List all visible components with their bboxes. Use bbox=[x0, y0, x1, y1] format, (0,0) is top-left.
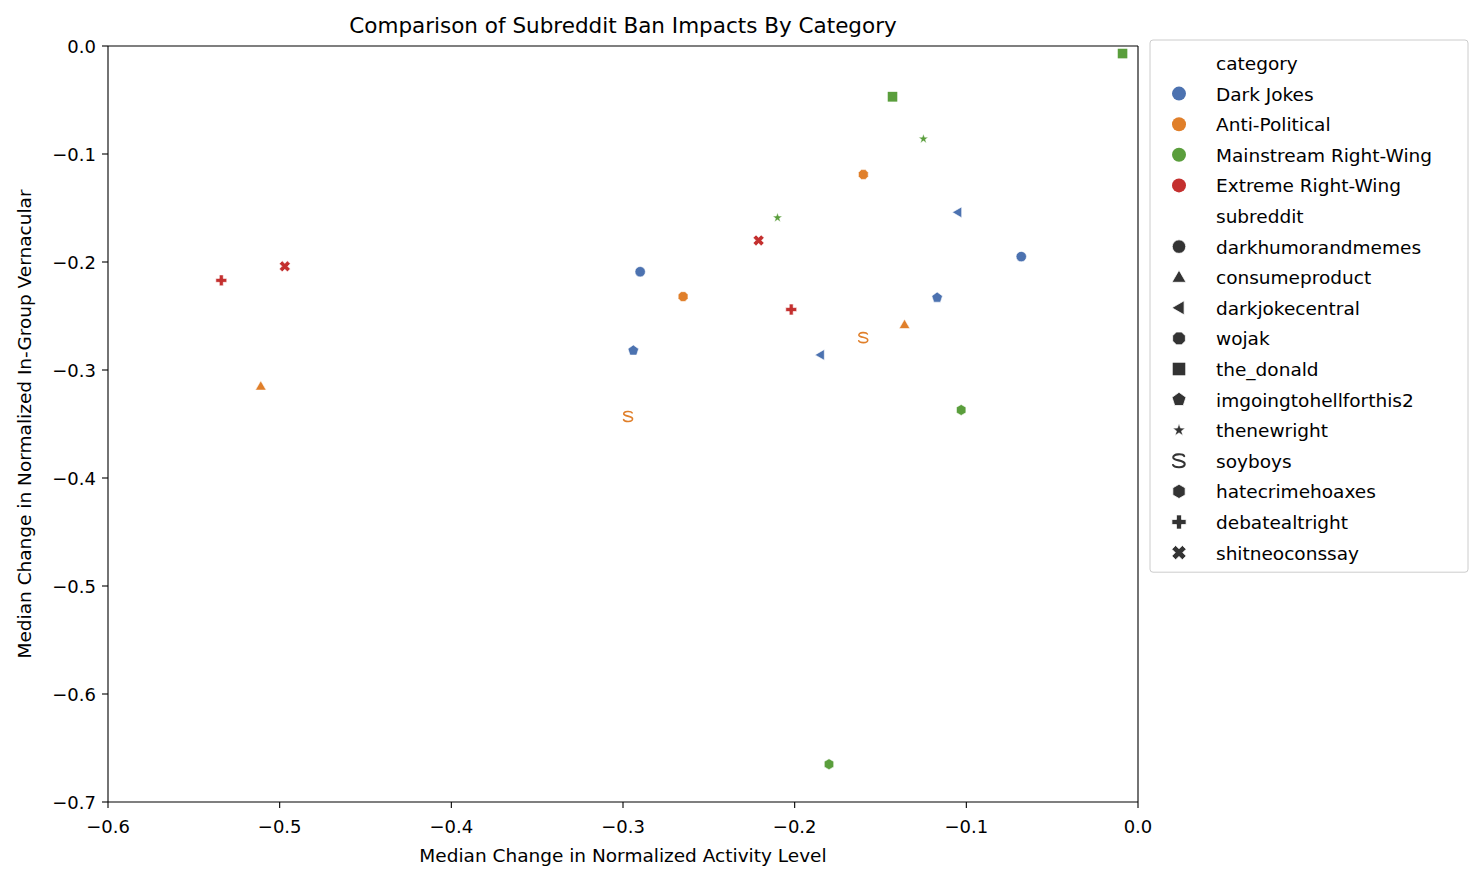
point bbox=[786, 304, 797, 315]
point bbox=[899, 319, 910, 328]
y-tick-label: −0.4 bbox=[52, 468, 96, 489]
legend-label: consumeproduct bbox=[1216, 267, 1371, 288]
legend-label: debatealtright bbox=[1216, 512, 1348, 533]
y-tick bbox=[102, 693, 108, 694]
y-tick-label: −0.2 bbox=[52, 252, 96, 273]
point bbox=[824, 759, 833, 770]
x-axis-label: Median Change in Normalized Activity Lev… bbox=[419, 845, 826, 866]
legend-swatch bbox=[1172, 148, 1186, 162]
y-tick bbox=[102, 585, 108, 586]
legend-label: shitneoconssay bbox=[1216, 543, 1359, 564]
y-tick-label: −0.3 bbox=[52, 360, 96, 381]
x-tick bbox=[966, 802, 967, 808]
y-tick-label: −0.1 bbox=[52, 144, 96, 165]
point bbox=[919, 134, 928, 143]
point bbox=[678, 292, 688, 302]
x-tick-label: −0.4 bbox=[429, 816, 473, 837]
legend-label: darkjokecentral bbox=[1216, 298, 1360, 319]
x-tick-label: −0.6 bbox=[86, 816, 130, 837]
legend-title: subreddit bbox=[1216, 206, 1304, 227]
point bbox=[952, 207, 961, 218]
point bbox=[753, 235, 764, 246]
legend-swatch bbox=[1172, 117, 1186, 131]
spine bbox=[108, 45, 1138, 46]
point bbox=[635, 267, 645, 277]
x-tick bbox=[794, 802, 795, 808]
chart: −0.6 −0.5 −0.4 −0.3 −0.2 −0.1 0.0 −0.7 −0.6 −0.5 −… bbox=[0, 0, 1482, 881]
background bbox=[0, 0, 1482, 881]
legend-box bbox=[1150, 40, 1468, 572]
y-tick bbox=[102, 261, 108, 262]
axes-frame bbox=[108, 46, 1138, 802]
x-tick-label: −0.5 bbox=[258, 816, 302, 837]
legend-label: Mainstream Right-Wing bbox=[1216, 145, 1432, 166]
x-tick bbox=[622, 802, 623, 808]
legend-marker bbox=[1172, 301, 1184, 315]
y-tick-label: −0.5 bbox=[52, 576, 96, 597]
x-tick-label: −0.1 bbox=[944, 816, 988, 837]
legend-label: the_donald bbox=[1216, 359, 1319, 381]
title: Comparison of Subreddit Ban Impacts By C… bbox=[349, 13, 897, 38]
legend-marker bbox=[1172, 545, 1186, 559]
y-tick bbox=[102, 801, 108, 802]
points bbox=[216, 48, 1128, 769]
y-tick bbox=[102, 45, 108, 46]
legend-marker bbox=[1173, 484, 1185, 498]
legend-marker bbox=[1173, 454, 1185, 467]
y-tick bbox=[102, 369, 108, 370]
point bbox=[279, 261, 290, 272]
legend-marker bbox=[1173, 424, 1185, 436]
point bbox=[932, 292, 943, 302]
legend-label: Dark Jokes bbox=[1216, 84, 1314, 105]
y-tick-label: −0.6 bbox=[52, 684, 96, 705]
point bbox=[887, 92, 897, 102]
legend-label: hatecrimehoaxes bbox=[1216, 481, 1376, 502]
point bbox=[858, 170, 868, 180]
legend-marker bbox=[1173, 332, 1186, 345]
x-tick-label: −0.3 bbox=[601, 816, 645, 837]
point bbox=[1117, 48, 1127, 58]
point bbox=[628, 345, 639, 355]
point bbox=[216, 275, 227, 286]
legend-marker bbox=[1172, 270, 1186, 282]
x-tick bbox=[451, 802, 452, 808]
legend-marker bbox=[1172, 362, 1186, 376]
y-axis-line bbox=[107, 46, 108, 802]
point bbox=[255, 381, 266, 390]
y-tick-label: 0.0 bbox=[67, 36, 96, 57]
legend-label: soyboys bbox=[1216, 451, 1292, 472]
x-tick-label: −0.2 bbox=[773, 816, 817, 837]
legend: category Dark Jokes Anti-Political Mainstre… bbox=[1150, 40, 1468, 572]
point bbox=[1016, 251, 1026, 261]
y-tick bbox=[102, 153, 108, 154]
legend-marker bbox=[1172, 392, 1186, 405]
x-tick bbox=[279, 802, 280, 808]
legend-marker bbox=[1172, 515, 1186, 529]
x-tick-label: 0.0 bbox=[1124, 816, 1153, 837]
point bbox=[859, 333, 868, 343]
y-tick-label: −0.7 bbox=[52, 792, 96, 813]
x-tick bbox=[107, 802, 108, 808]
point bbox=[624, 411, 633, 421]
spine bbox=[1137, 46, 1138, 802]
legend-title: category bbox=[1216, 53, 1298, 74]
point bbox=[815, 349, 824, 360]
legend-label: imgoingtohellforthis2 bbox=[1216, 390, 1414, 411]
legend-swatch bbox=[1172, 87, 1186, 101]
legend-swatch bbox=[1172, 178, 1186, 192]
y-axis-label: Median Change in Normalized In-Group Ver… bbox=[14, 189, 35, 658]
ticks: −0.6 −0.5 −0.4 −0.3 −0.2 −0.1 0.0 −0.7 −0.6 −0.5 −… bbox=[52, 36, 1152, 838]
point bbox=[956, 405, 965, 416]
legend-label: Anti-Political bbox=[1216, 114, 1331, 135]
legend-label: wojak bbox=[1216, 328, 1270, 349]
legend-label: thenewright bbox=[1216, 420, 1328, 441]
x-tick bbox=[1137, 802, 1138, 808]
point bbox=[773, 213, 782, 222]
y-tick bbox=[102, 477, 108, 478]
legend-label: Extreme Right-Wing bbox=[1216, 175, 1401, 196]
legend-label: darkhumorandmemes bbox=[1216, 237, 1421, 258]
legend-marker bbox=[1172, 240, 1186, 254]
